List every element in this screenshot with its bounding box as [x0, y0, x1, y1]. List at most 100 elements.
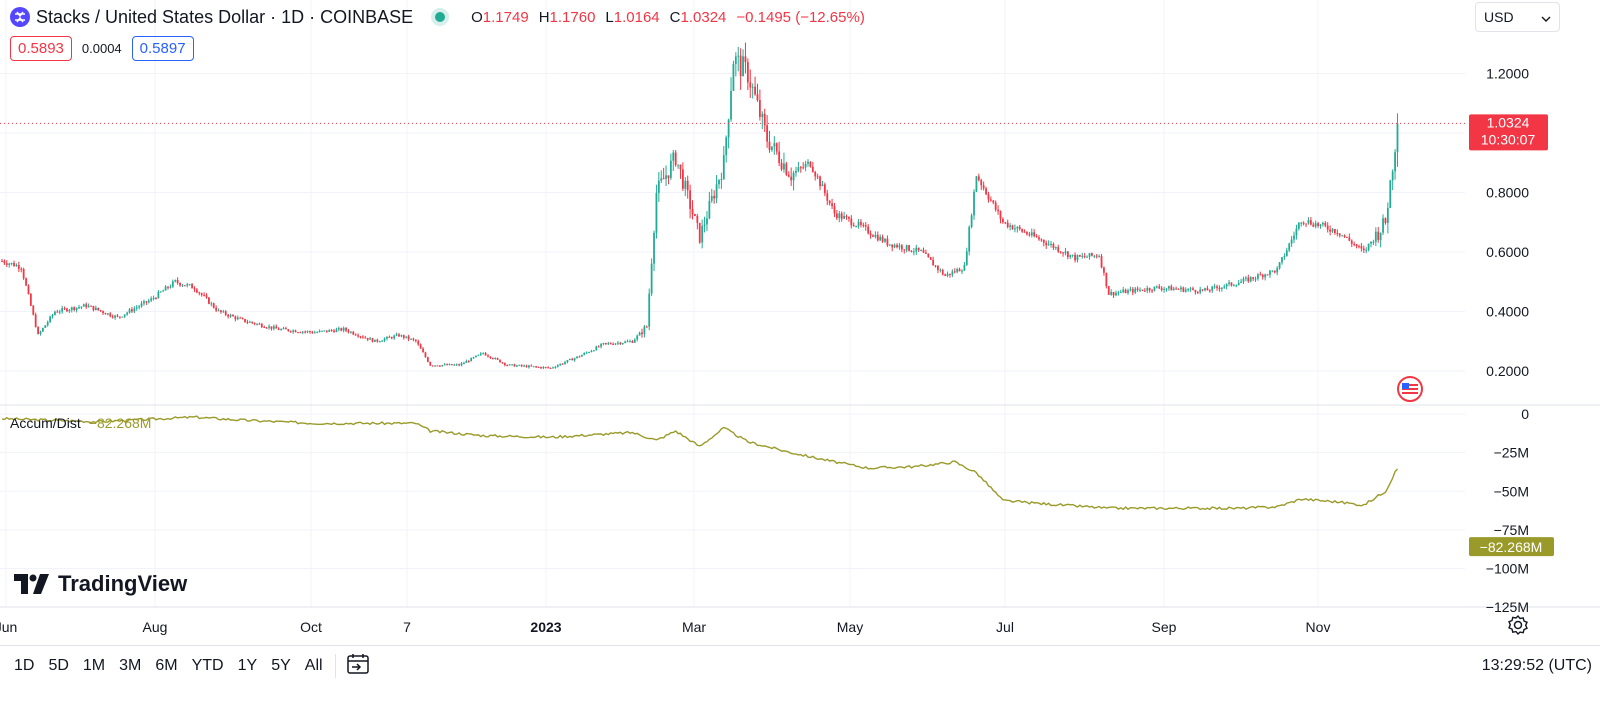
candle-body	[1016, 226, 1019, 229]
candle-body	[708, 200, 711, 219]
candle-body	[1131, 289, 1134, 293]
candle-body	[258, 323, 261, 325]
timeframe-6m-button[interactable]: 6M	[155, 657, 178, 674]
candle-body	[470, 357, 473, 362]
candle-body	[999, 211, 1002, 219]
candle-body	[920, 250, 922, 252]
candle-body	[816, 176, 819, 178]
brand-name: TradingView	[58, 571, 188, 596]
candle-body	[903, 249, 906, 251]
candle-body	[402, 335, 405, 338]
candle-body	[1009, 225, 1012, 227]
candle-body	[1220, 287, 1223, 289]
sell-price-button[interactable]: 0.5893	[10, 36, 72, 61]
candle-body	[1088, 253, 1091, 257]
candle-body	[626, 341, 629, 343]
candle-body	[246, 322, 249, 324]
candle-body	[1235, 285, 1238, 287]
candle-body	[1242, 278, 1245, 282]
candle-body	[934, 265, 937, 267]
candle-body	[929, 257, 932, 260]
candle-body	[1240, 281, 1242, 283]
candle-body	[393, 335, 396, 339]
ohlc-high-value: 1.1760	[549, 8, 596, 26]
candle-body	[609, 343, 612, 345]
candle-body	[378, 341, 381, 343]
candle-body	[1136, 288, 1139, 290]
candle-body	[414, 339, 417, 342]
candle-body	[571, 358, 574, 361]
candle-body	[852, 225, 855, 227]
candle-body	[8, 263, 11, 265]
candle-body	[624, 341, 627, 344]
candle-body	[804, 163, 807, 168]
candle-body	[961, 270, 963, 272]
candle-body	[268, 326, 270, 328]
candle-body	[340, 328, 343, 331]
candle-body	[583, 353, 586, 355]
candle-body	[872, 235, 874, 237]
candle-body	[477, 354, 480, 356]
candle-body	[874, 234, 877, 237]
candle-body	[487, 355, 489, 357]
candle-body	[1257, 274, 1259, 279]
candle-body	[412, 338, 415, 340]
candle-body	[1018, 226, 1021, 230]
candle-body	[578, 356, 581, 358]
time-axis-label: 7	[403, 619, 411, 635]
timeframe-1y-button[interactable]: 1Y	[237, 657, 258, 674]
candle-body	[787, 174, 790, 177]
timeframe-1d-button[interactable]: 1D	[14, 657, 35, 674]
candle-body	[653, 232, 655, 264]
time-axis-label: Jul	[996, 619, 1014, 635]
candle-body	[87, 305, 90, 308]
tradingview-logo[interactable]: TradingView	[14, 571, 187, 597]
candle-body	[795, 170, 797, 173]
symbol-title[interactable]: Stacks / United States Dollar · 1D · COI…	[36, 6, 414, 27]
candle-body	[1160, 288, 1163, 290]
candle-body	[1103, 267, 1105, 273]
utc-clock[interactable]: 13:29:52 (UTC)	[1481, 657, 1592, 674]
date-range-icon[interactable]	[346, 653, 370, 680]
timeframe-3m-button[interactable]: 3M	[119, 657, 142, 674]
price-axis-tick: 0.4000	[1486, 304, 1529, 320]
timeframe-all-button[interactable]: All	[304, 657, 323, 674]
indicator-legend[interactable]: Accum/Dist −82.268M	[10, 415, 151, 431]
currency-select[interactable]: USD	[1475, 2, 1560, 32]
candle-body	[400, 335, 403, 337]
candle-body	[1105, 272, 1108, 287]
us-flag-icon[interactable]	[1397, 376, 1423, 407]
gear-icon[interactable]	[1507, 614, 1529, 641]
time-axis-label: Mar	[682, 619, 706, 635]
candle-body	[518, 364, 521, 366]
candle-body	[590, 350, 593, 353]
candle-body	[1, 260, 3, 262]
candle-body	[78, 307, 80, 309]
candle-body	[97, 307, 100, 311]
candle-body	[15, 265, 18, 267]
market-status-icon[interactable]	[435, 12, 446, 22]
candle-body	[768, 141, 771, 150]
candle-body	[46, 322, 49, 326]
candle-body	[542, 367, 545, 369]
timeframe-ytd-button[interactable]: YTD	[191, 657, 224, 674]
candle-body	[376, 339, 379, 342]
candle-body	[783, 163, 785, 170]
candle-body	[347, 330, 350, 333]
candle-body	[1216, 286, 1218, 288]
timeframe-5y-button[interactable]: 5Y	[271, 657, 291, 674]
candle-body	[215, 307, 218, 311]
buy-price-button[interactable]: 0.5897	[131, 36, 194, 61]
candle-body	[200, 293, 203, 295]
candle-body	[99, 310, 102, 312]
time-axis-label: Oct	[300, 619, 322, 635]
candle-body	[1297, 222, 1300, 229]
candle-body	[222, 311, 225, 313]
candle-body	[390, 337, 393, 339]
timeframe-1m-button[interactable]: 1M	[82, 657, 106, 674]
timeframe-5d-button[interactable]: 5D	[48, 657, 69, 674]
candle-body	[1271, 270, 1274, 272]
candle-body	[1283, 256, 1286, 258]
ad-line	[1, 415, 1399, 511]
chart-canvas[interactable]: 1.2000 0.8000 0.6000 0.4000 0.2000 0 −25M −50M −…	[0, 0, 1600, 645]
